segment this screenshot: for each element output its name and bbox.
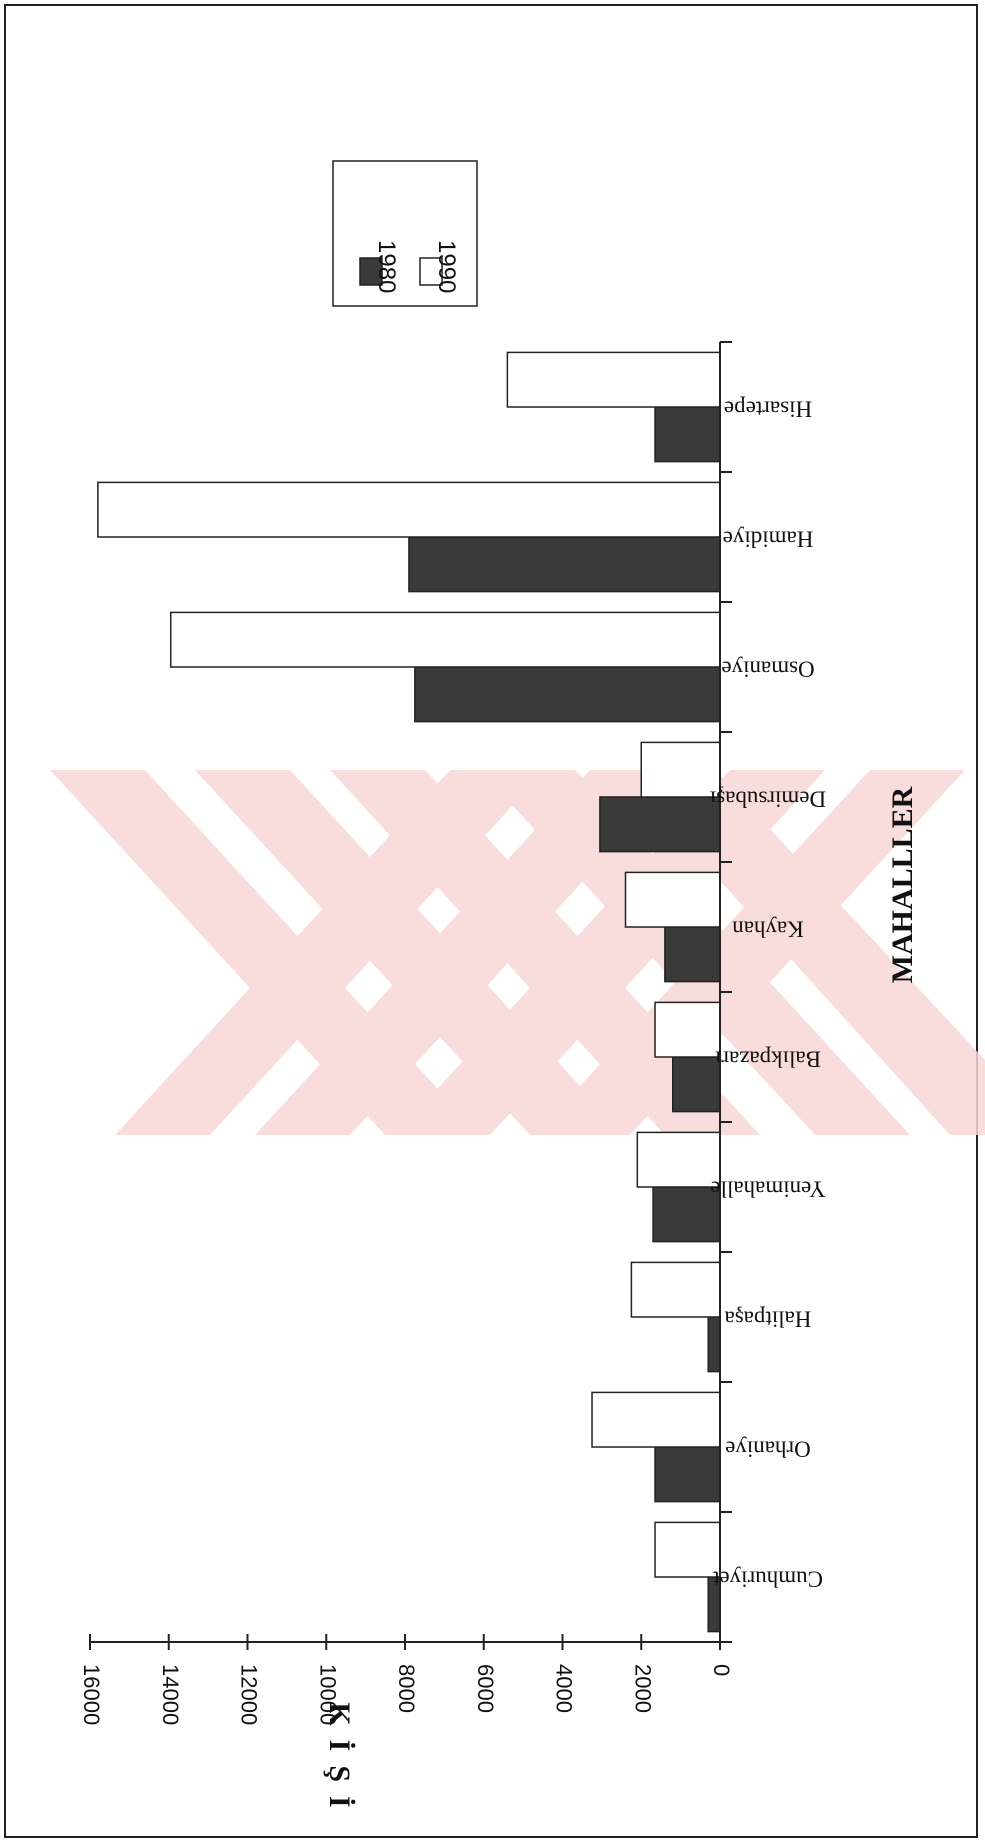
y-axis-title: KİŞİ	[323, 1702, 356, 1821]
bar-1980-halitpasa	[707, 1316, 721, 1373]
bar-1990-halitpasa	[630, 1261, 721, 1318]
bars-layer	[97, 351, 721, 1633]
category-label-osmaniye: Osmaniye	[721, 657, 814, 682]
category-labels: Cumhuriyet Orhaniye Halitpaşa Yenimahalle Ba…	[710, 397, 826, 1592]
legend-label-1990: 1990	[433, 240, 460, 293]
bar-1990-hisartepe	[506, 351, 721, 408]
category-label-hamidiye: Hamidiye	[723, 527, 814, 552]
value-tick-label-16000: 16000	[79, 1664, 104, 1725]
bar-1990-balikpazari	[654, 1001, 721, 1058]
legend: 1980 1990	[332, 160, 478, 307]
value-tick-label-10000: 10000	[315, 1664, 340, 1725]
x-axis-title: MAHALLLER	[886, 786, 919, 983]
bar-1980-orhaniye	[654, 1446, 721, 1503]
category-label-orhaniye: Orhaniye	[725, 1437, 811, 1462]
legend-label-1980: 1980	[373, 240, 400, 293]
value-tick-label-12000: 12000	[237, 1664, 262, 1725]
bar-1980-balikpazari	[672, 1056, 721, 1113]
bar-1980-osmaniye	[414, 666, 721, 723]
value-tick-label-0: 0	[709, 1664, 734, 1676]
value-tick-label-2000: 2000	[630, 1664, 655, 1713]
category-label-halitpasa: Halitpaşa	[725, 1307, 812, 1332]
value-tick-label-6000: 6000	[473, 1664, 498, 1713]
bar-1990-hamidiye	[97, 481, 721, 538]
bar-1990-orhaniye	[591, 1391, 721, 1448]
bar-1980-hisartepe	[654, 406, 721, 463]
value-axis: 0 2000 4000 6000 8000 10000 12000 14000 16000	[79, 1634, 734, 1725]
category-label-balikpazari: Balıkpazarı	[715, 1047, 821, 1072]
bar-1980-yenimahalle	[652, 1186, 721, 1243]
bar-1990-demirsubasi	[640, 741, 721, 798]
value-tick-label-14000: 14000	[158, 1664, 183, 1725]
bar-1990-yenimahalle	[636, 1131, 721, 1188]
category-label-yenimahalle: Yenimahalle	[710, 1177, 825, 1202]
bar-1990-cumhuriyet	[654, 1521, 721, 1578]
bar-1990-osmaniye	[169, 611, 721, 668]
legend-swatch-1990	[419, 257, 443, 286]
category-label-cumhuriyet: Cumhuriyet	[712, 1567, 822, 1592]
bar-1980-hamidiye	[408, 536, 721, 593]
bar-1990-kayhan	[624, 871, 721, 928]
bar-1980-demirsubasi	[599, 796, 721, 853]
value-tick-label-8000: 8000	[394, 1664, 419, 1713]
category-label-demirsubasi: Demirsubaşı	[710, 787, 826, 812]
category-axis	[719, 341, 732, 1643]
category-label-kayhan: Kayhan	[732, 917, 804, 942]
value-tick-label-4000: 4000	[552, 1664, 577, 1713]
legend-box	[332, 160, 478, 307]
legend-swatch-1980	[359, 257, 383, 286]
category-label-hisartepe: Hisartepe	[724, 397, 812, 422]
bar-1980-kayhan	[664, 926, 721, 983]
